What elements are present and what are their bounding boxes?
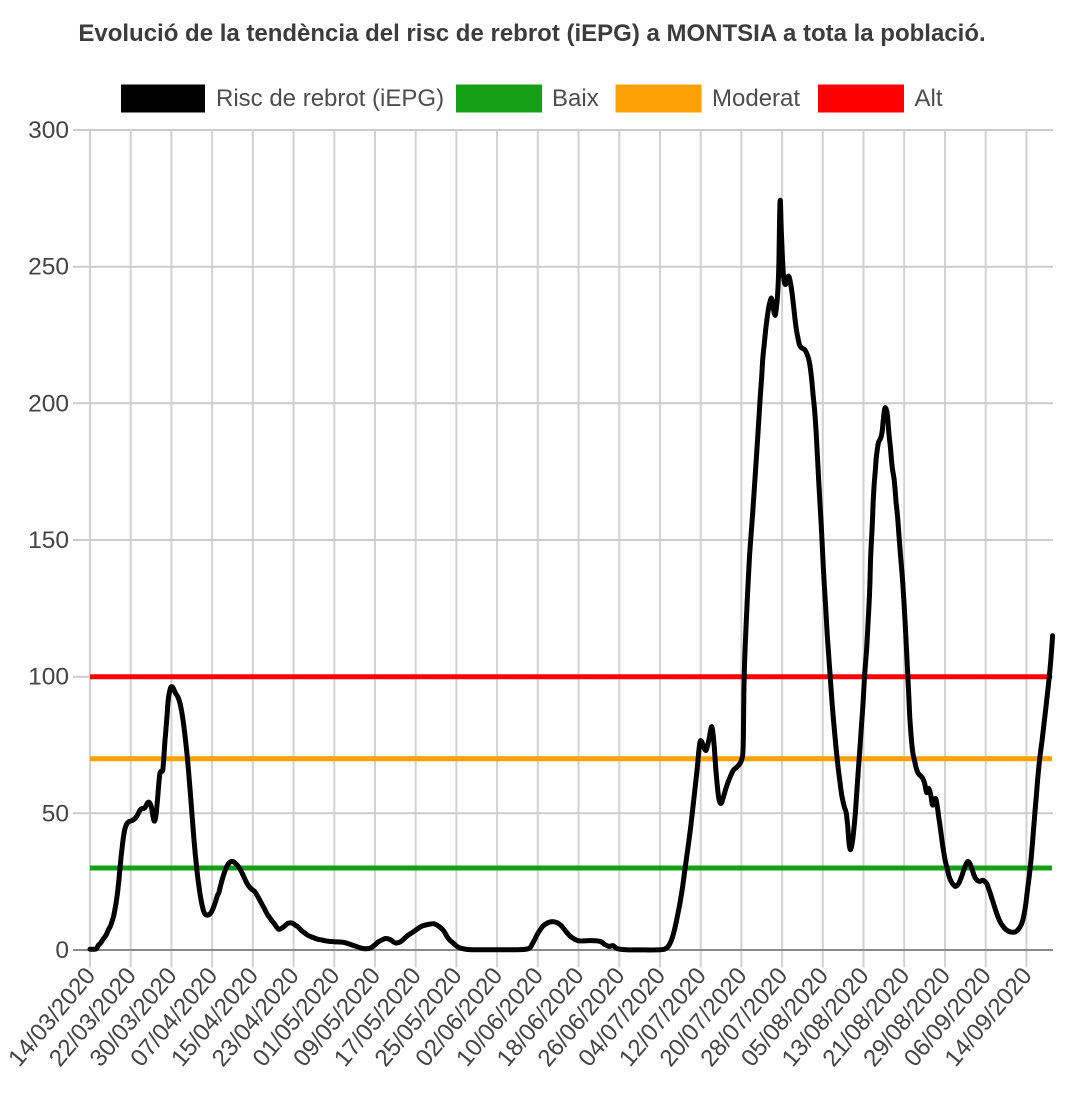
svg-text:Moderat: Moderat	[712, 85, 800, 112]
svg-text:Alt: Alt	[915, 85, 943, 112]
svg-text:Baix: Baix	[552, 85, 599, 112]
svg-text:200: 200	[28, 390, 69, 417]
svg-text:250: 250	[28, 254, 69, 281]
svg-text:Evolució de la tendència del r: Evolució de la tendència del risc de reb…	[78, 20, 985, 47]
svg-text:150: 150	[28, 527, 69, 554]
svg-text:100: 100	[28, 664, 69, 691]
svg-text:50: 50	[42, 800, 69, 827]
svg-text:0: 0	[55, 937, 69, 964]
svg-text:Risc de rebrot (iEPG): Risc de rebrot (iEPG)	[216, 85, 444, 112]
svg-text:300: 300	[28, 117, 69, 144]
